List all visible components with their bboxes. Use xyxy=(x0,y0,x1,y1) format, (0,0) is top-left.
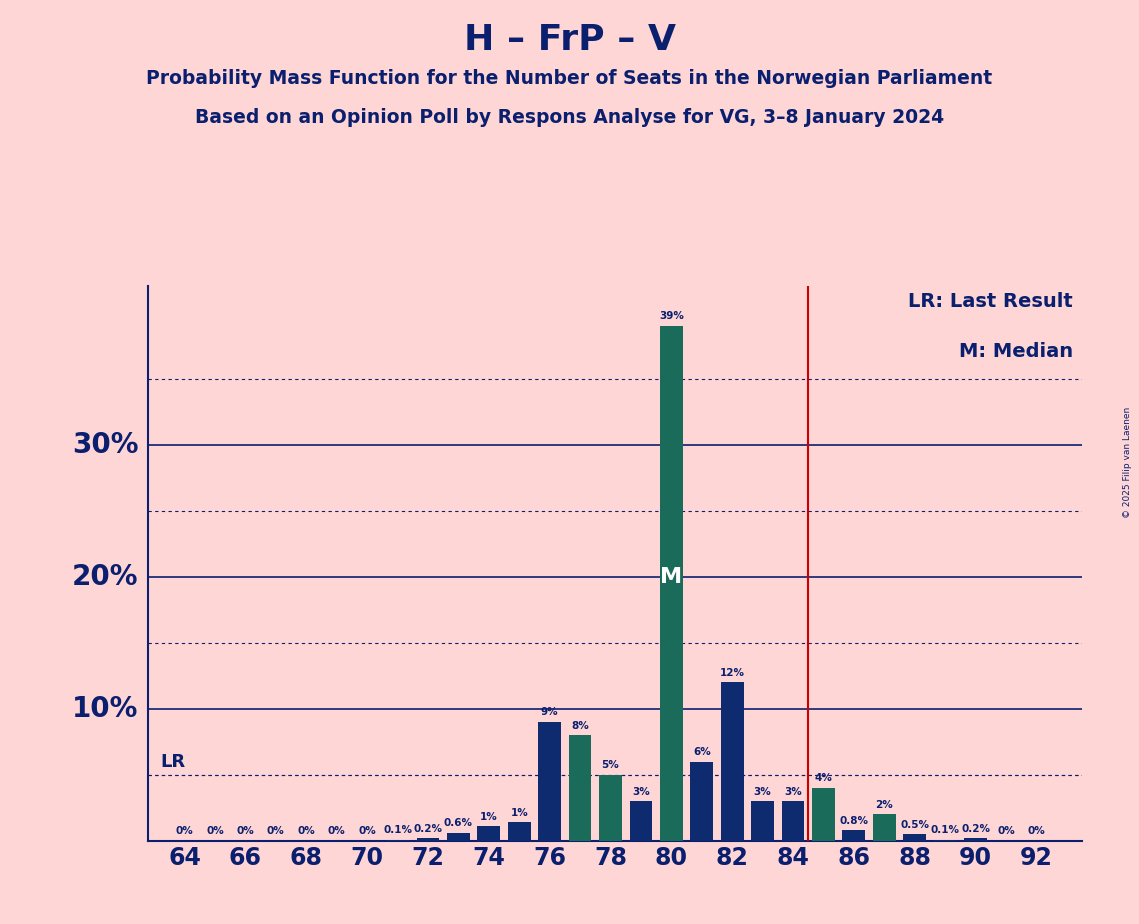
Text: 0%: 0% xyxy=(328,826,345,836)
Text: H – FrP – V: H – FrP – V xyxy=(464,23,675,57)
Text: 20%: 20% xyxy=(72,563,139,590)
Text: 0%: 0% xyxy=(1027,826,1046,836)
Text: 5%: 5% xyxy=(601,760,620,771)
Text: M: M xyxy=(661,566,682,587)
Text: 0.2%: 0.2% xyxy=(413,823,442,833)
Bar xyxy=(934,840,957,841)
Bar xyxy=(903,834,926,841)
Bar xyxy=(659,326,682,841)
Text: 0.5%: 0.5% xyxy=(900,820,929,830)
Bar xyxy=(630,801,653,841)
Text: © 2025 Filip van Laenen: © 2025 Filip van Laenen xyxy=(1123,407,1132,517)
Text: 0%: 0% xyxy=(267,826,285,836)
Bar xyxy=(781,801,804,841)
Bar xyxy=(568,736,591,841)
Text: 6%: 6% xyxy=(693,747,711,757)
Bar xyxy=(508,822,531,841)
Text: 0%: 0% xyxy=(359,826,376,836)
Text: 0%: 0% xyxy=(997,826,1015,836)
Text: 39%: 39% xyxy=(658,311,683,322)
Text: 0%: 0% xyxy=(297,826,316,836)
Text: 0.1%: 0.1% xyxy=(931,825,960,835)
Text: 0%: 0% xyxy=(237,826,254,836)
Text: 4%: 4% xyxy=(814,773,833,784)
Text: 3%: 3% xyxy=(632,786,649,796)
Text: 0.2%: 0.2% xyxy=(961,823,990,833)
Bar xyxy=(843,831,866,841)
Text: 3%: 3% xyxy=(784,786,802,796)
Text: 2%: 2% xyxy=(876,800,893,809)
Bar xyxy=(721,683,744,841)
Bar xyxy=(872,814,895,841)
Bar xyxy=(690,761,713,841)
Text: 0%: 0% xyxy=(175,826,194,836)
Text: 12%: 12% xyxy=(720,668,745,678)
Bar xyxy=(477,826,500,841)
Text: 0.6%: 0.6% xyxy=(444,819,473,828)
Text: 8%: 8% xyxy=(571,721,589,731)
Text: Based on an Opinion Poll by Respons Analyse for VG, 3–8 January 2024: Based on an Opinion Poll by Respons Anal… xyxy=(195,108,944,128)
Text: 1%: 1% xyxy=(510,808,528,818)
Text: 10%: 10% xyxy=(73,695,139,723)
Bar xyxy=(417,838,440,841)
Bar xyxy=(599,775,622,841)
Bar xyxy=(964,838,988,841)
Text: LR: Last Result: LR: Last Result xyxy=(908,292,1073,311)
Text: 1%: 1% xyxy=(480,811,498,821)
Bar xyxy=(752,801,775,841)
Text: 9%: 9% xyxy=(541,708,558,717)
Text: 30%: 30% xyxy=(72,431,139,459)
Text: 0.8%: 0.8% xyxy=(839,816,868,826)
Text: M: Median: M: Median xyxy=(959,342,1073,361)
Bar xyxy=(446,833,469,841)
Bar xyxy=(539,722,562,841)
Text: 3%: 3% xyxy=(754,786,771,796)
Bar xyxy=(386,840,409,841)
Text: 0%: 0% xyxy=(206,826,224,836)
Bar xyxy=(812,788,835,841)
Text: LR: LR xyxy=(161,753,186,771)
Text: Probability Mass Function for the Number of Seats in the Norwegian Parliament: Probability Mass Function for the Number… xyxy=(147,69,992,89)
Text: 0.1%: 0.1% xyxy=(383,825,412,835)
